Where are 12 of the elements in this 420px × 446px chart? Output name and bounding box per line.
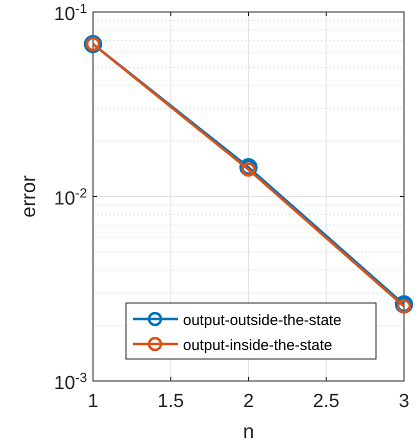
y-axis-title: error	[18, 175, 40, 218]
y-tick-label: 10$^{-3}$	[54, 370, 87, 394]
legend-label: output-inside-the-state	[183, 337, 332, 354]
y-tick-label: 10$^{-2}$	[54, 185, 87, 210]
x-tick-label: 3	[398, 391, 410, 412]
legend-label: output-outside-the-state	[183, 312, 342, 329]
x-tick-label: 1.5	[158, 391, 184, 412]
x-tick-label: 2	[243, 391, 254, 412]
x-axis-title: n	[242, 421, 254, 443]
x-tick-label: 2.5	[313, 391, 340, 412]
y-tick-label: 10$^{-1}$	[54, 0, 87, 25]
x-tick-label: 1	[88, 391, 98, 412]
